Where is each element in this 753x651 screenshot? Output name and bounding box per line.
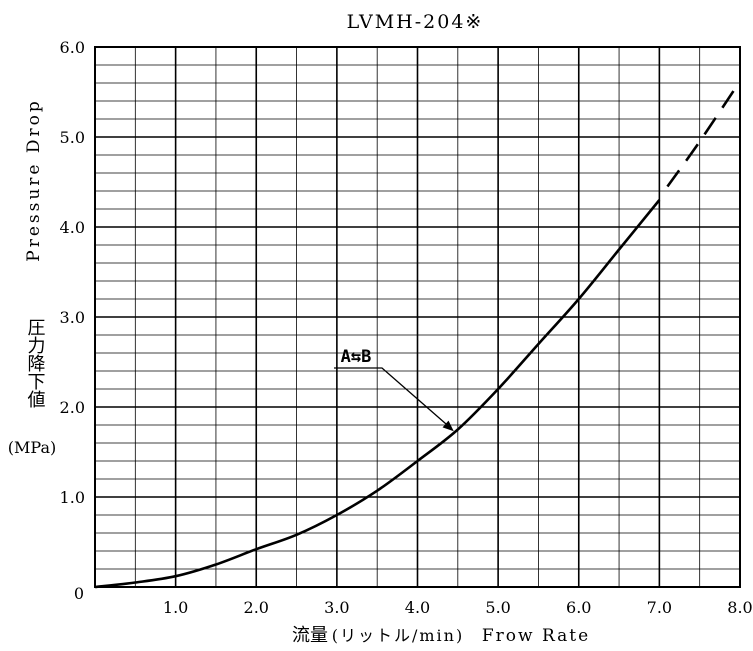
x-tick-label: 6.0 [566, 598, 591, 617]
plot-frame [94, 46, 741, 588]
annotation-leader [334, 367, 451, 428]
y-tick-label: 2.0 [60, 398, 85, 417]
y-tick-label: 5.0 [60, 128, 85, 147]
series-layer [94, 80, 742, 589]
x-tick-label: 5.0 [485, 598, 510, 617]
y-axis-label-en: Pressure Drop [24, 98, 44, 262]
annotation-arrowhead [442, 420, 454, 432]
x-axis-label-unit: (リットル/min) [332, 626, 464, 645]
x-tick-label: 0 [74, 584, 84, 603]
series-line [94, 199, 661, 589]
chart-title: LVMH-204※ [347, 11, 484, 33]
x-axis-label-jp: 流量 [292, 625, 328, 646]
series-line-dashed [666, 80, 742, 188]
y-tick-label: 3.0 [60, 308, 85, 327]
y-tick-label: 6.0 [60, 38, 85, 57]
major-grid [94, 46, 741, 588]
y-tick-label: 1.0 [60, 488, 85, 507]
x-tick-label: 1.0 [163, 598, 188, 617]
y-tick-label: 4.0 [60, 218, 85, 237]
x-tick-labels: 0 1.0 2.0 3.0 4.0 5.0 6.0 7.0 8.0 [74, 584, 753, 617]
y-axis-label-jp: 圧力降下値 [25, 318, 46, 408]
y-tick-labels: 1.0 2.0 3.0 4.0 5.0 6.0 [60, 38, 85, 507]
annotation: A⇆B [334, 347, 454, 432]
x-axis-label-en: Frow Rate [482, 626, 590, 646]
y-axis-label-unit: (MPa) [8, 438, 56, 457]
x-tick-label: 3.0 [324, 598, 349, 617]
x-tick-label: 4.0 [405, 598, 430, 617]
annotation-label: A⇆B [341, 347, 372, 367]
x-tick-label: 8.0 [727, 598, 752, 617]
x-tick-label: 7.0 [647, 598, 672, 617]
x-tick-label: 2.0 [244, 598, 269, 617]
